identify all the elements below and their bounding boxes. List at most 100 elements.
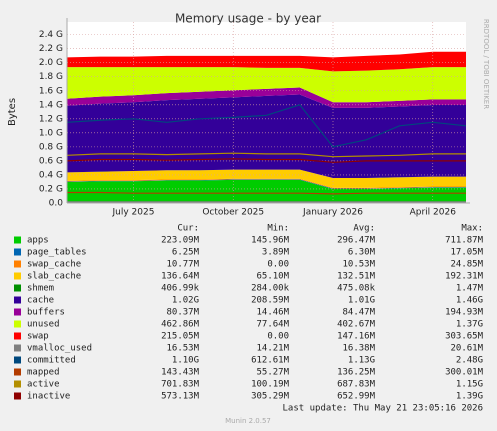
legend-stat: 100.19M xyxy=(251,380,290,390)
legend-stat: 652.99M xyxy=(337,392,376,402)
legend-stat: 406.99k xyxy=(161,284,200,294)
line xyxy=(66,104,467,148)
legend-stat: 0.00 xyxy=(267,260,289,270)
legend-stat: 136.64M xyxy=(161,272,200,282)
legend-stat: 16.53M xyxy=(166,344,199,354)
y-tick-label: 1.2 G xyxy=(39,114,63,124)
legend-stat: 10.53M xyxy=(342,260,375,270)
legend-stat: 303.65M xyxy=(445,332,484,342)
legend-swatch xyxy=(14,332,21,340)
version: Munin 2.0.57 xyxy=(225,417,271,425)
legend-stat: 1.46G xyxy=(456,296,483,306)
y-axis-label: Bytes xyxy=(7,98,18,126)
legend-stat: 17.05M xyxy=(450,248,483,258)
y-tick-label: 2.0 G xyxy=(39,58,63,68)
footer: Last update: Thu May 21 23:05:16 2026 xyxy=(283,404,483,414)
y-tick-label: 2.2 G xyxy=(39,44,63,54)
legend-stat: 77.64M xyxy=(256,320,289,330)
legend-stat: 475.08k xyxy=(337,284,376,294)
legend-name: apps xyxy=(27,236,49,246)
legend-stat: 132.51M xyxy=(337,272,376,282)
stat-header: Avg: xyxy=(353,224,375,234)
legend-stat: 24.85M xyxy=(450,260,483,270)
x-tick-label: October 2025 xyxy=(202,208,264,218)
y-tick-label: 0.2 G xyxy=(39,184,63,194)
legend-name: mapped xyxy=(27,368,60,378)
legend-stat: 55.27M xyxy=(256,368,289,378)
legend-name: buffers xyxy=(27,308,65,318)
legend-stat: 3.89M xyxy=(262,248,290,258)
legend-stat: 402.67M xyxy=(337,320,376,330)
legend-swatch xyxy=(14,296,21,304)
legend-stat: 145.96M xyxy=(251,236,290,246)
legend-stat: 194.93M xyxy=(445,308,484,318)
legend-stat: 701.83M xyxy=(161,380,200,390)
legend-stat: 1.37G xyxy=(456,320,483,330)
area xyxy=(67,179,466,203)
x-tick-label: July 2025 xyxy=(112,208,155,218)
legend-name: unused xyxy=(27,320,60,330)
legend-swatch xyxy=(14,380,21,388)
y-tick-label: 1.6 G xyxy=(39,86,63,96)
legend-stat: 223.09M xyxy=(161,236,200,246)
legend-name: active xyxy=(27,380,60,390)
area xyxy=(67,94,466,178)
legend-stat: 296.47M xyxy=(337,236,376,246)
legend-stat: 6.30M xyxy=(348,248,376,258)
legend-name: committed xyxy=(27,356,76,366)
legend-name: vmalloc_used xyxy=(27,344,92,354)
legend-stat: 14.46M xyxy=(256,308,289,318)
line xyxy=(67,191,466,195)
y-tick-label: 1.4 G xyxy=(39,100,63,110)
legend-stat: 687.83M xyxy=(337,380,376,390)
side-note: RRDTOOL / TOBI OETIKER xyxy=(482,19,490,109)
y-tick-label: 0.6 G xyxy=(39,156,63,166)
legend-swatch xyxy=(14,344,21,352)
area xyxy=(67,169,466,188)
legend-swatch xyxy=(14,236,21,244)
legend-stat: 6.25M xyxy=(172,248,200,258)
legend-stat: 2.48G xyxy=(456,356,483,366)
legend-stat: 1.02G xyxy=(172,296,199,306)
legend-swatch xyxy=(14,308,21,316)
y-tick-label: 2.4 G xyxy=(39,30,63,40)
legend-stat: 14.21M xyxy=(256,344,289,354)
legend-stat: 136.25M xyxy=(337,368,376,378)
legend-stat: 300.01M xyxy=(445,368,484,378)
legend-stat: 84.47M xyxy=(342,308,375,318)
line xyxy=(66,152,466,158)
legend-stat: 1.10G xyxy=(172,356,199,366)
legend-swatch xyxy=(14,392,21,400)
legend-name: swap_cache xyxy=(27,260,81,270)
legend-stat: 80.37M xyxy=(166,308,199,318)
legend-swatch xyxy=(14,272,21,280)
area xyxy=(67,87,466,108)
chart-title: Memory usage - by year xyxy=(175,12,321,26)
legend-stat: 573.13M xyxy=(161,392,200,402)
stat-header: Max: xyxy=(461,224,483,234)
legend-stat: 215.05M xyxy=(161,332,200,342)
legend-stat: 305.29M xyxy=(251,392,290,402)
legend-stat: 1.39G xyxy=(456,392,483,402)
legend-stat: 1.47M xyxy=(456,284,484,294)
legend-name: page_tables xyxy=(27,248,87,258)
legend-stat: 208.59M xyxy=(251,296,290,306)
legend-stat: 20.61M xyxy=(450,344,483,354)
legend-stat: 284.00k xyxy=(251,284,290,294)
y-tick-label: 0.4 G xyxy=(39,170,63,180)
legend-stat: 462.86M xyxy=(161,320,200,330)
legend-stat: 0.00 xyxy=(267,332,289,342)
legend-swatch xyxy=(14,368,21,376)
y-tick-label: 1.0 G xyxy=(39,128,63,138)
stat-header: Min: xyxy=(267,224,289,234)
legend-stat: 192.31M xyxy=(445,272,484,282)
legend-stat: 1.01G xyxy=(348,296,375,306)
x-tick-label: April 2026 xyxy=(410,208,457,218)
legend-stat: 143.43M xyxy=(161,368,200,378)
x-tick-label: January 2026 xyxy=(302,208,363,218)
legend-stat: 65.10M xyxy=(256,272,289,282)
legend-swatch xyxy=(14,284,21,292)
legend-stat: 711.87M xyxy=(445,236,484,246)
stat-header: Cur: xyxy=(177,224,199,234)
